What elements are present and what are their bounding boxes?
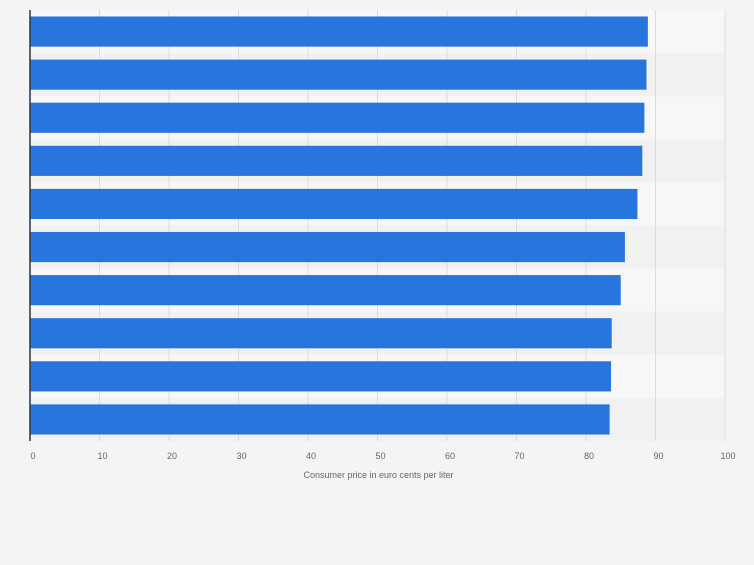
bar: [30, 361, 612, 392]
x-axis-tick-label: 30: [236, 451, 246, 461]
bar: [30, 102, 645, 133]
x-axis-tick-label: 80: [584, 451, 594, 461]
x-axis-tick-labels: 0 10 20 30 40 50 60 70 80 90 100: [30, 451, 735, 461]
x-axis-tick-label: 0: [30, 451, 35, 461]
bar: [30, 145, 643, 176]
bar: [30, 59, 647, 90]
bars: [30, 16, 648, 435]
bar: [30, 275, 621, 306]
x-axis-tick-label: 10: [97, 451, 107, 461]
x-axis-tick-label: 40: [306, 451, 316, 461]
x-axis-tick-label: 60: [445, 451, 455, 461]
x-axis-tick-label: 70: [514, 451, 524, 461]
x-axis-tick-label: 20: [167, 451, 177, 461]
x-axis-tick-label: 50: [375, 451, 385, 461]
x-axis-tick-label: 100: [720, 451, 735, 461]
bar: [30, 16, 648, 47]
bar: [30, 231, 625, 263]
bar: [30, 318, 612, 349]
bar: [30, 188, 638, 220]
x-axis-title: Consumer price in euro cents per liter: [303, 470, 453, 480]
bar: [30, 404, 610, 435]
x-axis-tick-label: 90: [653, 451, 663, 461]
